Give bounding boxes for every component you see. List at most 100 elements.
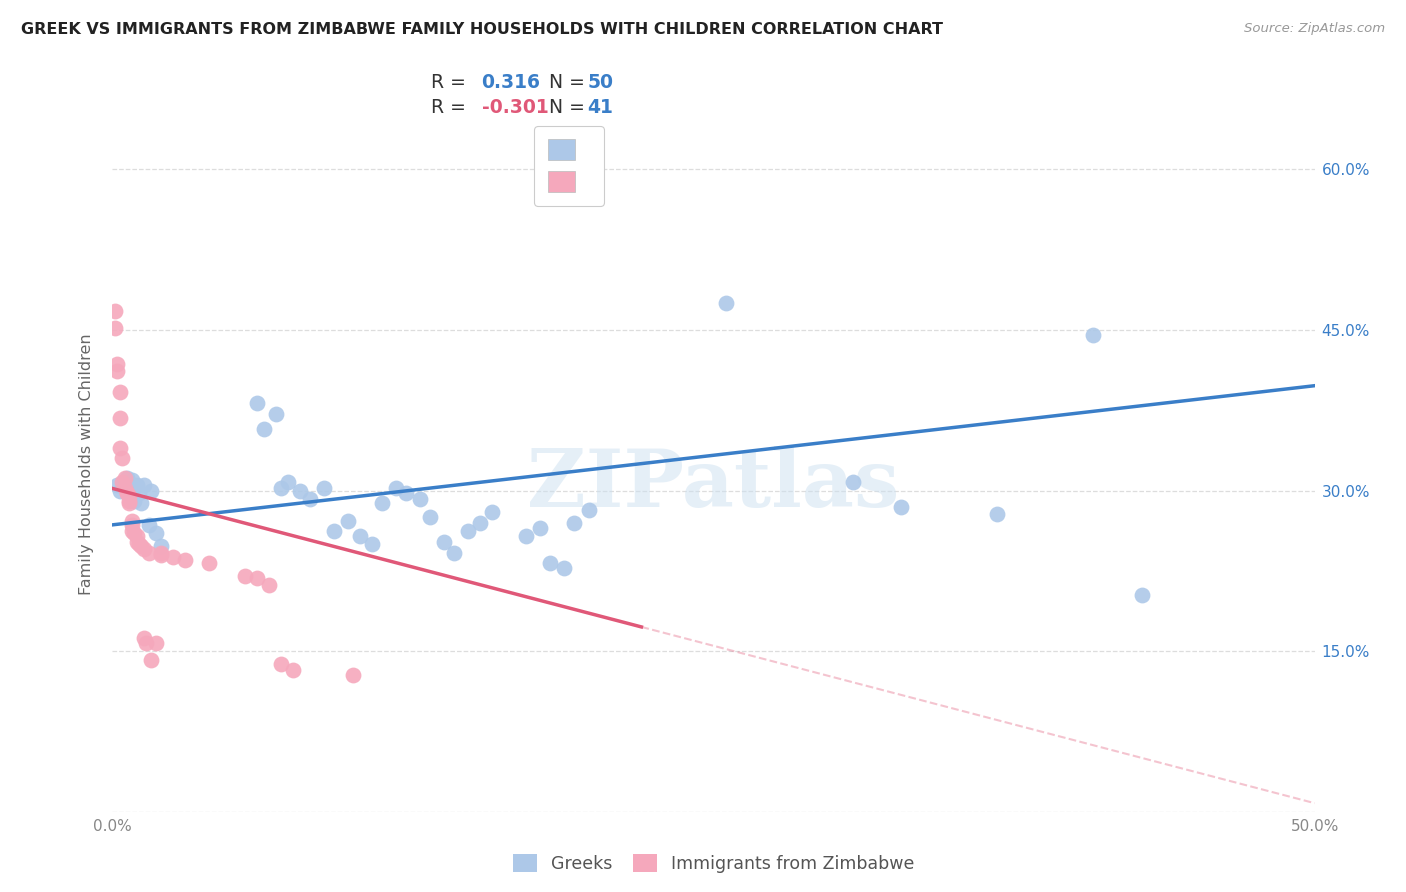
Text: 50: 50 <box>588 73 613 92</box>
Point <box>108 483 131 498</box>
Point <box>288 483 311 498</box>
Point <box>562 516 585 530</box>
Point <box>470 516 492 530</box>
Point <box>108 410 131 425</box>
Point <box>443 546 465 560</box>
Point <box>114 482 136 496</box>
Point <box>111 475 134 489</box>
Point <box>135 635 157 649</box>
Point <box>409 492 432 507</box>
Point <box>114 471 136 485</box>
Point <box>173 553 195 567</box>
Text: R =: R = <box>432 98 465 117</box>
Point <box>115 485 138 500</box>
Point <box>138 546 160 560</box>
Legend: Greeks, Immigrants from Zimbabwe: Greeks, Immigrants from Zimbabwe <box>502 844 925 883</box>
Point <box>128 485 150 500</box>
Point <box>149 548 172 562</box>
Point <box>270 657 292 671</box>
Text: 0.316: 0.316 <box>481 73 540 92</box>
Point <box>281 664 304 678</box>
Point <box>125 528 148 542</box>
Point <box>1083 328 1105 343</box>
Point <box>138 517 160 532</box>
Point <box>515 528 537 542</box>
Point <box>121 517 143 532</box>
Text: N =: N = <box>548 73 585 92</box>
Point <box>298 492 321 507</box>
Point <box>842 475 865 489</box>
Point <box>125 478 148 492</box>
Point <box>105 357 128 371</box>
Point <box>162 549 184 564</box>
Point <box>121 514 143 528</box>
Point <box>104 303 127 318</box>
Point <box>122 494 145 508</box>
Point <box>312 482 335 496</box>
Point <box>131 539 153 553</box>
Point <box>121 473 143 487</box>
Point <box>145 635 167 649</box>
Point <box>118 496 141 510</box>
Point <box>395 485 418 500</box>
Point <box>433 535 456 549</box>
Point <box>132 542 155 557</box>
Point <box>122 526 145 541</box>
Point <box>457 524 479 539</box>
Point <box>115 485 138 500</box>
Point <box>118 485 141 500</box>
Point <box>118 489 141 503</box>
Point <box>105 478 128 492</box>
Point <box>197 557 219 571</box>
Point <box>105 364 128 378</box>
Point <box>385 482 408 496</box>
Point <box>371 496 394 510</box>
Point <box>270 482 292 496</box>
Text: GREEK VS IMMIGRANTS FROM ZIMBABWE FAMILY HOUSEHOLDS WITH CHILDREN CORRELATION CH: GREEK VS IMMIGRANTS FROM ZIMBABWE FAMILY… <box>21 22 943 37</box>
Point <box>253 421 276 435</box>
Point <box>264 407 287 421</box>
Point <box>246 396 269 410</box>
Point <box>122 482 145 496</box>
Point <box>139 653 162 667</box>
Text: N =: N = <box>548 98 585 117</box>
Point <box>361 537 384 551</box>
Text: ZIPatlas: ZIPatlas <box>527 446 900 524</box>
Text: -0.301: -0.301 <box>481 98 548 117</box>
Point <box>986 507 1008 521</box>
Point <box>257 578 280 592</box>
Point <box>145 526 167 541</box>
Point <box>578 503 600 517</box>
Point <box>131 496 153 510</box>
Point <box>139 483 162 498</box>
Point <box>108 385 131 400</box>
Point <box>553 560 575 574</box>
Point <box>322 524 344 539</box>
Text: Source: ZipAtlas.com: Source: ZipAtlas.com <box>1244 22 1385 36</box>
Point <box>108 441 131 455</box>
Point <box>277 475 299 489</box>
Point <box>111 451 134 466</box>
Point <box>529 521 551 535</box>
Point <box>132 478 155 492</box>
Point <box>1130 589 1153 603</box>
Point <box>714 296 737 310</box>
Point <box>104 321 127 335</box>
Point <box>149 546 172 560</box>
Text: 41: 41 <box>588 98 613 117</box>
Point <box>246 571 269 585</box>
Point <box>349 528 371 542</box>
Point <box>890 500 912 514</box>
Point <box>538 557 561 571</box>
Point <box>121 524 143 539</box>
Point <box>115 471 138 485</box>
Point <box>342 667 364 681</box>
Point <box>233 569 256 583</box>
Text: R =: R = <box>432 73 465 92</box>
Point <box>149 539 172 553</box>
Point <box>419 510 441 524</box>
Point <box>132 632 155 646</box>
Point <box>128 537 150 551</box>
Point <box>118 494 141 508</box>
Point <box>481 505 503 519</box>
